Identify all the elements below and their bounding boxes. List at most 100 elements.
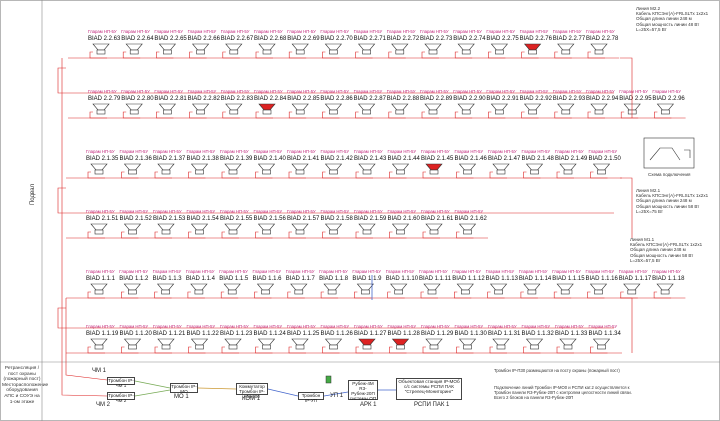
speaker-model-label: Гларам НП-5У bbox=[220, 209, 249, 214]
speaker-horn-icon bbox=[324, 43, 343, 51]
speaker: Гларам НП-5У BIAD 2.2.85 bbox=[287, 89, 320, 115]
speaker-base-icon bbox=[129, 49, 139, 55]
line-info-cable: Кабель КПСЭнг(А)-FRLSLTx 1х2х1 bbox=[630, 242, 703, 248]
note-bottom: Подключение линий Тромбон IP-МО0 и РСПИ … bbox=[494, 385, 632, 400]
speaker-model-label: Гларам НП-5У bbox=[420, 89, 449, 94]
speaker-horn-icon bbox=[224, 223, 242, 231]
speaker-model-label: Гларам НП-5У bbox=[187, 324, 216, 329]
speaker-base-icon bbox=[496, 169, 506, 175]
speaker-model-label: Гларам НП-5У bbox=[586, 89, 615, 94]
speaker-horn-icon bbox=[458, 223, 477, 231]
chm2-label: ЧМ 2 bbox=[96, 402, 111, 408]
speaker-model-label: Гларам НП-5У bbox=[453, 29, 482, 34]
speaker-base-icon bbox=[395, 109, 405, 115]
speaker-base-icon bbox=[362, 229, 372, 235]
speaker-base-icon bbox=[96, 109, 106, 115]
speaker: Гларам НП-5У BIAD 2.1.49 bbox=[555, 149, 588, 175]
ark-label: АРК 1 bbox=[360, 402, 377, 408]
speaker-base-icon bbox=[563, 169, 573, 175]
speaker-model-label: Гларам НП-5У bbox=[486, 269, 515, 274]
line-info-cable: Кабель КПСЭнг(А)-FRLSLTx 1х2х1 bbox=[636, 11, 709, 17]
speaker-base-icon bbox=[262, 169, 271, 175]
speaker: Гларам НП-5У BIAD 2.1.60 bbox=[388, 209, 421, 235]
speaker-model-label: Гларам НП-5У bbox=[552, 269, 581, 274]
speaker-horn-icon bbox=[559, 163, 577, 171]
speaker-horn-icon bbox=[158, 103, 177, 111]
speaker-horn-icon bbox=[324, 338, 343, 346]
speaker: Гларам НП-5У BIAD 2.1.56 bbox=[254, 209, 287, 235]
speaker-id-label: BIAD 1.1.5 bbox=[219, 276, 249, 282]
speaker: Гларам НП-5У BIAD 1.1.15 bbox=[552, 269, 585, 295]
speaker-id-label: BIAD 1.1.3 bbox=[153, 276, 183, 282]
speaker-model-label: Гларам НП-5У bbox=[220, 149, 249, 154]
speaker: Гларам НП-5У BIAD 2.2.83 bbox=[221, 89, 254, 115]
mo-box: Тромбон IP-МО bbox=[170, 383, 198, 394]
speaker-id-label: BIAD 2.2.78 bbox=[586, 36, 619, 42]
speaker-model-label: Гларам НП-5У bbox=[188, 89, 217, 94]
speaker-base-icon bbox=[262, 49, 272, 55]
speaker-horn-icon bbox=[592, 163, 611, 171]
speaker-id-label: BIAD 1.1.29 bbox=[421, 331, 454, 337]
speaker-id-label: BIAD 1.1.15 bbox=[552, 276, 585, 282]
speaker-id-label: BIAD 2.1.35 bbox=[86, 156, 119, 162]
speaker: Гларам НП-5У BIAD 2.1.52 bbox=[120, 209, 153, 235]
tromb-chm2-box: Тромбон IP-ЧМ 2 bbox=[107, 392, 135, 403]
speaker-base-icon bbox=[396, 229, 405, 235]
speaker-model-label: Гларам НП-5У bbox=[221, 29, 250, 34]
speaker-model-label: Гларам НП-5У bbox=[522, 149, 551, 154]
speaker: Гларам НП-5У BIAD 2.1.55 bbox=[220, 209, 253, 235]
speaker: Гларам НП-5У BIAD 2.2.94 bbox=[586, 89, 619, 115]
speaker-base-icon bbox=[530, 169, 539, 175]
speaker-id-label: BIAD 2.2.83 bbox=[221, 96, 254, 102]
speaker: Гларам НП-5У BIAD 2.1.58 bbox=[321, 209, 354, 235]
speaker-id-label: BIAD 2.2.82 bbox=[188, 96, 221, 102]
speaker-horn-icon bbox=[391, 163, 410, 171]
speaker: Гларам НП-5У BIAD 2.1.44 bbox=[388, 149, 421, 175]
speaker-base-icon bbox=[261, 289, 270, 295]
speaker-id-label: BIAD 1.1.31 bbox=[488, 331, 521, 337]
speaker-id-label: BIAD 2.1.43 bbox=[354, 156, 387, 162]
speaker-horn-icon bbox=[223, 283, 241, 291]
speaker-id-label: BIAD 2.1.56 bbox=[254, 216, 287, 222]
speaker: Гларам НП-5У BIAD 2.2.68 bbox=[254, 29, 287, 55]
speaker-horn-icon bbox=[257, 338, 276, 346]
speaker-horn-icon bbox=[590, 43, 608, 51]
speaker-horn-icon bbox=[391, 43, 409, 51]
speaker-model-label: Гларам НП-5У bbox=[589, 324, 618, 329]
amp-schematic-icon bbox=[643, 137, 695, 169]
speaker-model-label: Гларам НП-5У bbox=[519, 269, 548, 274]
line-info-m21: Линия М2.1 Кабель КПСЭнг(А)-FRLSLTx 1х2х… bbox=[636, 188, 716, 214]
speaker-base-icon bbox=[594, 289, 603, 295]
speaker-model-label: Гларам НП-5У bbox=[153, 149, 182, 154]
speaker-model-label: Гларам НП-5У bbox=[488, 324, 517, 329]
speaker: Гларам НП-5У BIAD 2.2.89 bbox=[420, 89, 453, 115]
speaker-horn-icon bbox=[425, 338, 443, 346]
speaker-id-label: BIAD 1.1.17 bbox=[619, 276, 652, 282]
speaker-base-icon bbox=[560, 289, 570, 295]
speaker-model-label: Гларам НП-5У bbox=[388, 324, 417, 329]
speaker: Гларам НП-5У BIAD 2.2.74 bbox=[453, 29, 486, 55]
speaker: Гларам НП-5У BIAD 2.2.80 bbox=[121, 89, 154, 115]
speaker-model-label: Гларам НП-5У bbox=[86, 269, 115, 274]
speaker-model-label: Гларам НП-5У bbox=[120, 324, 149, 329]
speaker-base-icon bbox=[494, 289, 503, 295]
speaker: Гларам НП-5У BIAD 1.1.27 bbox=[354, 324, 387, 350]
speaker: Гларам НП-5У BIAD 1.1.14 bbox=[519, 269, 552, 295]
speaker-id-label: BIAD 2.2.86 bbox=[320, 96, 353, 102]
speaker-horn-icon bbox=[125, 43, 143, 51]
equipment-link bbox=[134, 380, 171, 389]
speaker: Гларам НП-5У BIAD 1.1.31 bbox=[488, 324, 521, 350]
kom-box: Коммутатор Тромбон IP-КМ-600 bbox=[236, 383, 268, 399]
speaker: Гларам НП-5У BIAD 1.1.7 bbox=[286, 269, 315, 295]
speaker-horn-icon bbox=[456, 283, 474, 291]
speaker-model-label: Гларам НП-5У bbox=[420, 29, 449, 34]
speaker-base-icon bbox=[262, 344, 271, 350]
speaker-id-label: BIAD 2.1.61 bbox=[421, 216, 454, 222]
speaker-id-label: BIAD 1.1.1 bbox=[86, 276, 116, 282]
speaker-id-label: BIAD 2.1.54 bbox=[187, 216, 220, 222]
speaker-model-label: Гларам НП-5У bbox=[153, 324, 182, 329]
speaker-id-label: BIAD 2.2.79 bbox=[88, 96, 121, 102]
speaker: Гларам НП-5У BIAD 1.1.26 bbox=[321, 324, 354, 350]
speaker-base-icon bbox=[329, 109, 338, 115]
speaker-horn-icon bbox=[257, 223, 276, 231]
